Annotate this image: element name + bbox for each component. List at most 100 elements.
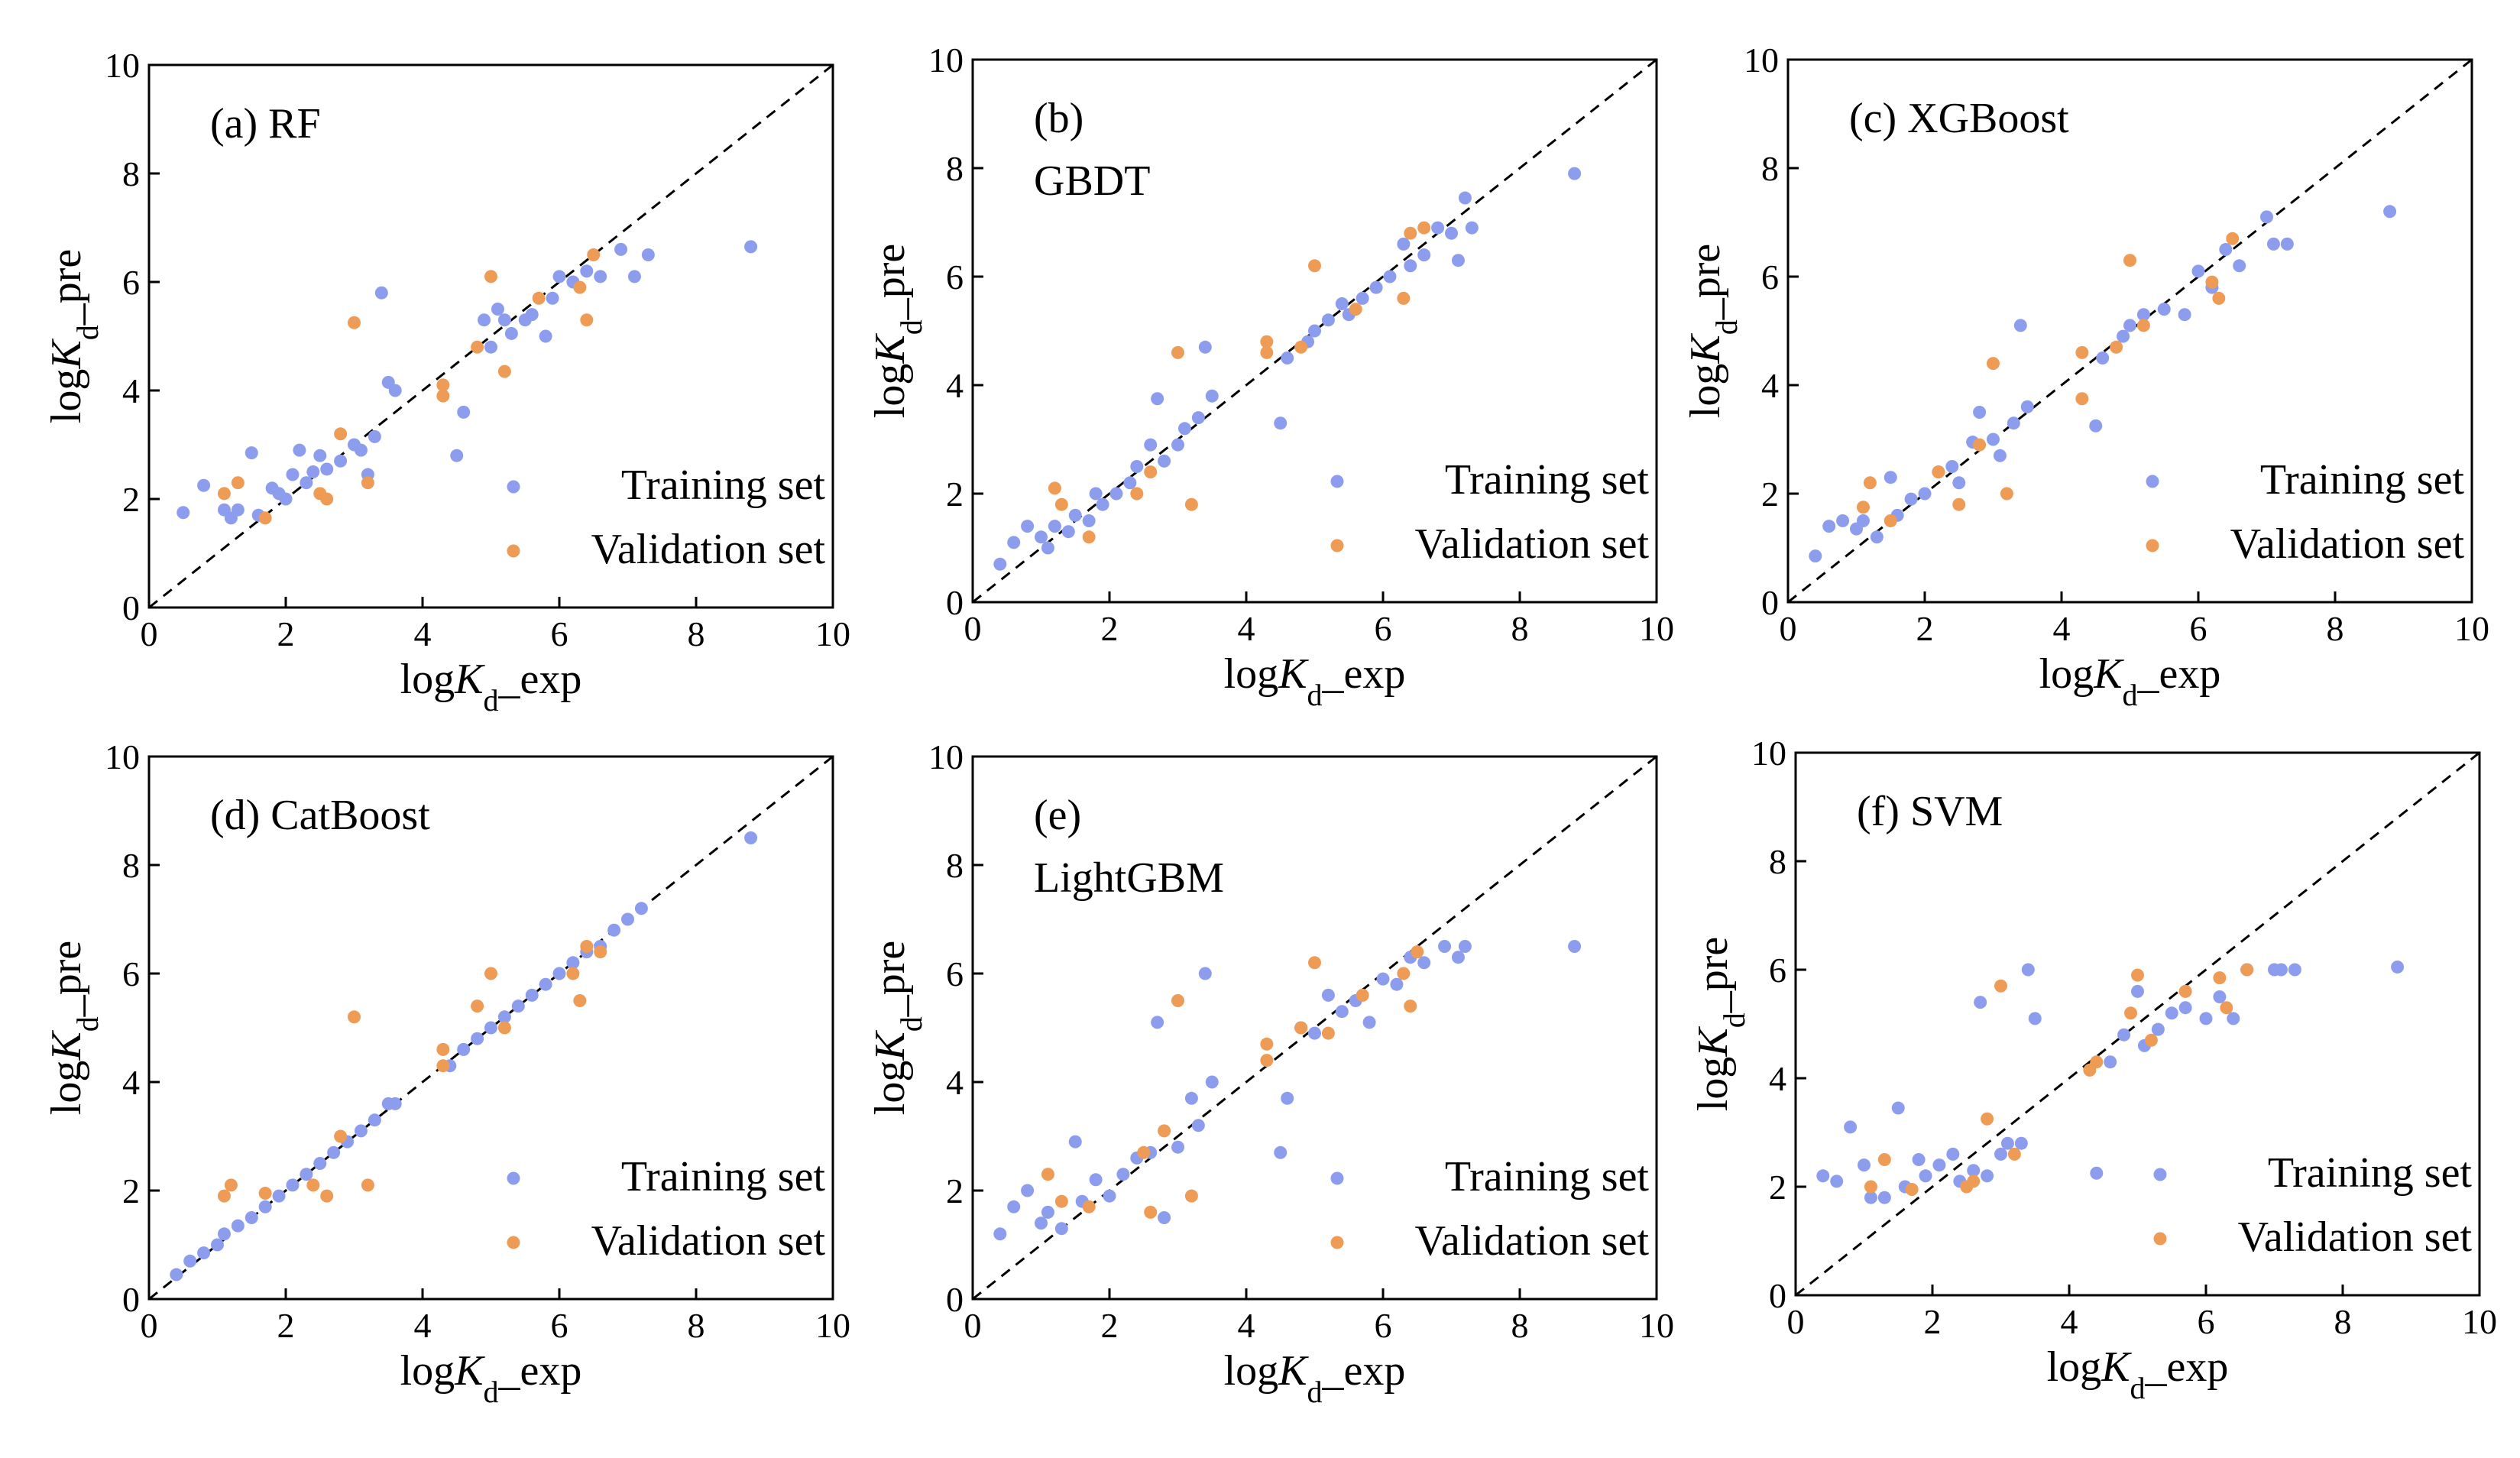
training-point: [1041, 1205, 1054, 1219]
x-tick-label: 0: [141, 1306, 158, 1345]
x-tick-label: 0: [1780, 609, 1797, 648]
validation-point: [1171, 345, 1184, 359]
x-tick-label: 10: [815, 1306, 850, 1345]
validation-point: [217, 487, 231, 501]
panel-label: LightGBM: [1034, 854, 1224, 902]
y-tick-label: 10: [1744, 40, 1779, 79]
training-point: [1158, 454, 1171, 468]
training-point: [1116, 1168, 1130, 1181]
training-point: [580, 264, 594, 278]
training-point: [2199, 1012, 2213, 1025]
legend-marker-training: [2153, 1168, 2167, 1181]
validation-point: [1260, 335, 1274, 348]
x-tick-label: 4: [414, 1306, 432, 1345]
legend-marker-validation: [2153, 1232, 2167, 1246]
training-point: [1397, 237, 1411, 251]
training-point: [2013, 319, 2027, 332]
training-point: [2007, 416, 2020, 430]
x-tick-label: 6: [2198, 1302, 2215, 1341]
x-tick-label: 10: [1639, 609, 1674, 648]
y-tick-label: 2: [122, 480, 140, 519]
training-point: [2117, 329, 2130, 343]
validation-point: [1349, 303, 1362, 316]
x-tick-label: 6: [1375, 1306, 1392, 1345]
y-tick-label: 10: [1751, 734, 1786, 773]
panel-label: (e): [1034, 792, 1081, 839]
x-tick-label: 4: [2053, 609, 2071, 648]
legend-label-validation: Validation set: [1415, 1217, 1650, 1265]
training-point: [1109, 487, 1123, 501]
training-point: [1952, 476, 1966, 490]
x-tick-label: 0: [964, 1306, 982, 1345]
training-point: [1089, 1173, 1103, 1187]
y-axis-label: logKd_pre: [866, 244, 928, 418]
training-point: [1151, 392, 1164, 406]
training-point: [2131, 984, 2144, 998]
x-tick-label: 10: [2462, 1302, 2497, 1341]
training-point: [1981, 1169, 1994, 1183]
training-point: [374, 286, 388, 300]
legend-label-validation: Validation set: [2238, 1213, 2473, 1261]
scatter-panel-6: 00 2 2 4 4 6 6 8 8 10 10 logKd_exp logKd_pre (f) SVM T…: [1689, 734, 2497, 1405]
training-point: [1987, 433, 2000, 446]
validation-point: [2075, 392, 2089, 406]
training-point: [2028, 1012, 2042, 1025]
training-point: [300, 476, 313, 490]
y-tick-label: 0: [1761, 583, 1779, 622]
training-point: [2288, 963, 2301, 977]
x-tick-label: 0: [141, 614, 158, 653]
training-point: [1830, 1174, 1844, 1188]
training-point: [2383, 205, 2397, 219]
training-point: [1021, 520, 1035, 533]
training-point: [334, 454, 348, 468]
training-point: [484, 340, 497, 354]
validation-point: [1397, 291, 1411, 305]
training-point: [211, 1238, 224, 1252]
training-point: [1417, 248, 1431, 262]
validation-point: [497, 364, 511, 378]
training-point: [368, 1113, 381, 1127]
y-tick-label: 10: [928, 737, 964, 776]
training-point: [1171, 1140, 1184, 1154]
validation-point: [1260, 345, 1274, 359]
y-tick-label: 4: [946, 1063, 964, 1102]
plot-frame: [971, 58, 1658, 604]
x-tick-label: 6: [551, 1306, 568, 1345]
training-point: [1184, 1091, 1198, 1105]
y-tick-label: 0: [946, 1280, 964, 1319]
legend-label-training: Training set: [621, 1153, 826, 1200]
x-axis-label: logKd_exp: [400, 656, 582, 718]
x-tick-label: 10: [815, 614, 850, 653]
training-point: [1458, 191, 1472, 205]
validation-point: [532, 291, 546, 305]
training-point: [1390, 977, 1404, 991]
training-point: [1321, 313, 1335, 327]
training-point: [1191, 1119, 1205, 1132]
training-point: [1856, 514, 1870, 527]
scatter-panel-2: 00 2 2 4 4 6 6 8 8 10 10 logKd_exp logKd_pre (b) GBDT T…: [866, 40, 1674, 712]
plot-frame: [147, 755, 834, 1301]
legend-label-validation: Validation set: [1415, 520, 1650, 568]
training-point: [327, 1145, 341, 1159]
y-tick-label: 8: [122, 154, 140, 193]
training-point: [1362, 1016, 1376, 1029]
training-point: [197, 1246, 211, 1260]
y-tick-label: 6: [1761, 258, 1779, 296]
legend-marker-validation: [1330, 1236, 1344, 1249]
validation-point: [1967, 1174, 1981, 1188]
legend-label-training: Training set: [621, 462, 826, 509]
y-axis-label: logKd_pre: [43, 249, 105, 423]
validation-point: [1054, 497, 1068, 511]
y-tick-label: 6: [1769, 951, 1786, 990]
y-tick-label: 2: [1761, 475, 1779, 514]
scatter-panel-1: 00 2 2 4 4 6 6 8 8 10 10 logKd_exp logKd_pre (a) RF Tr…: [43, 46, 850, 718]
training-point: [1822, 520, 1836, 533]
training-point: [1945, 460, 1959, 473]
legend-label-validation: Validation set: [591, 526, 826, 573]
x-tick-label: 4: [1238, 1306, 1255, 1345]
training-point: [1308, 1026, 1321, 1040]
validation-point: [594, 945, 607, 959]
validation-point: [2212, 291, 2226, 305]
validation-point: [2178, 984, 2192, 998]
training-point: [1274, 416, 1288, 430]
